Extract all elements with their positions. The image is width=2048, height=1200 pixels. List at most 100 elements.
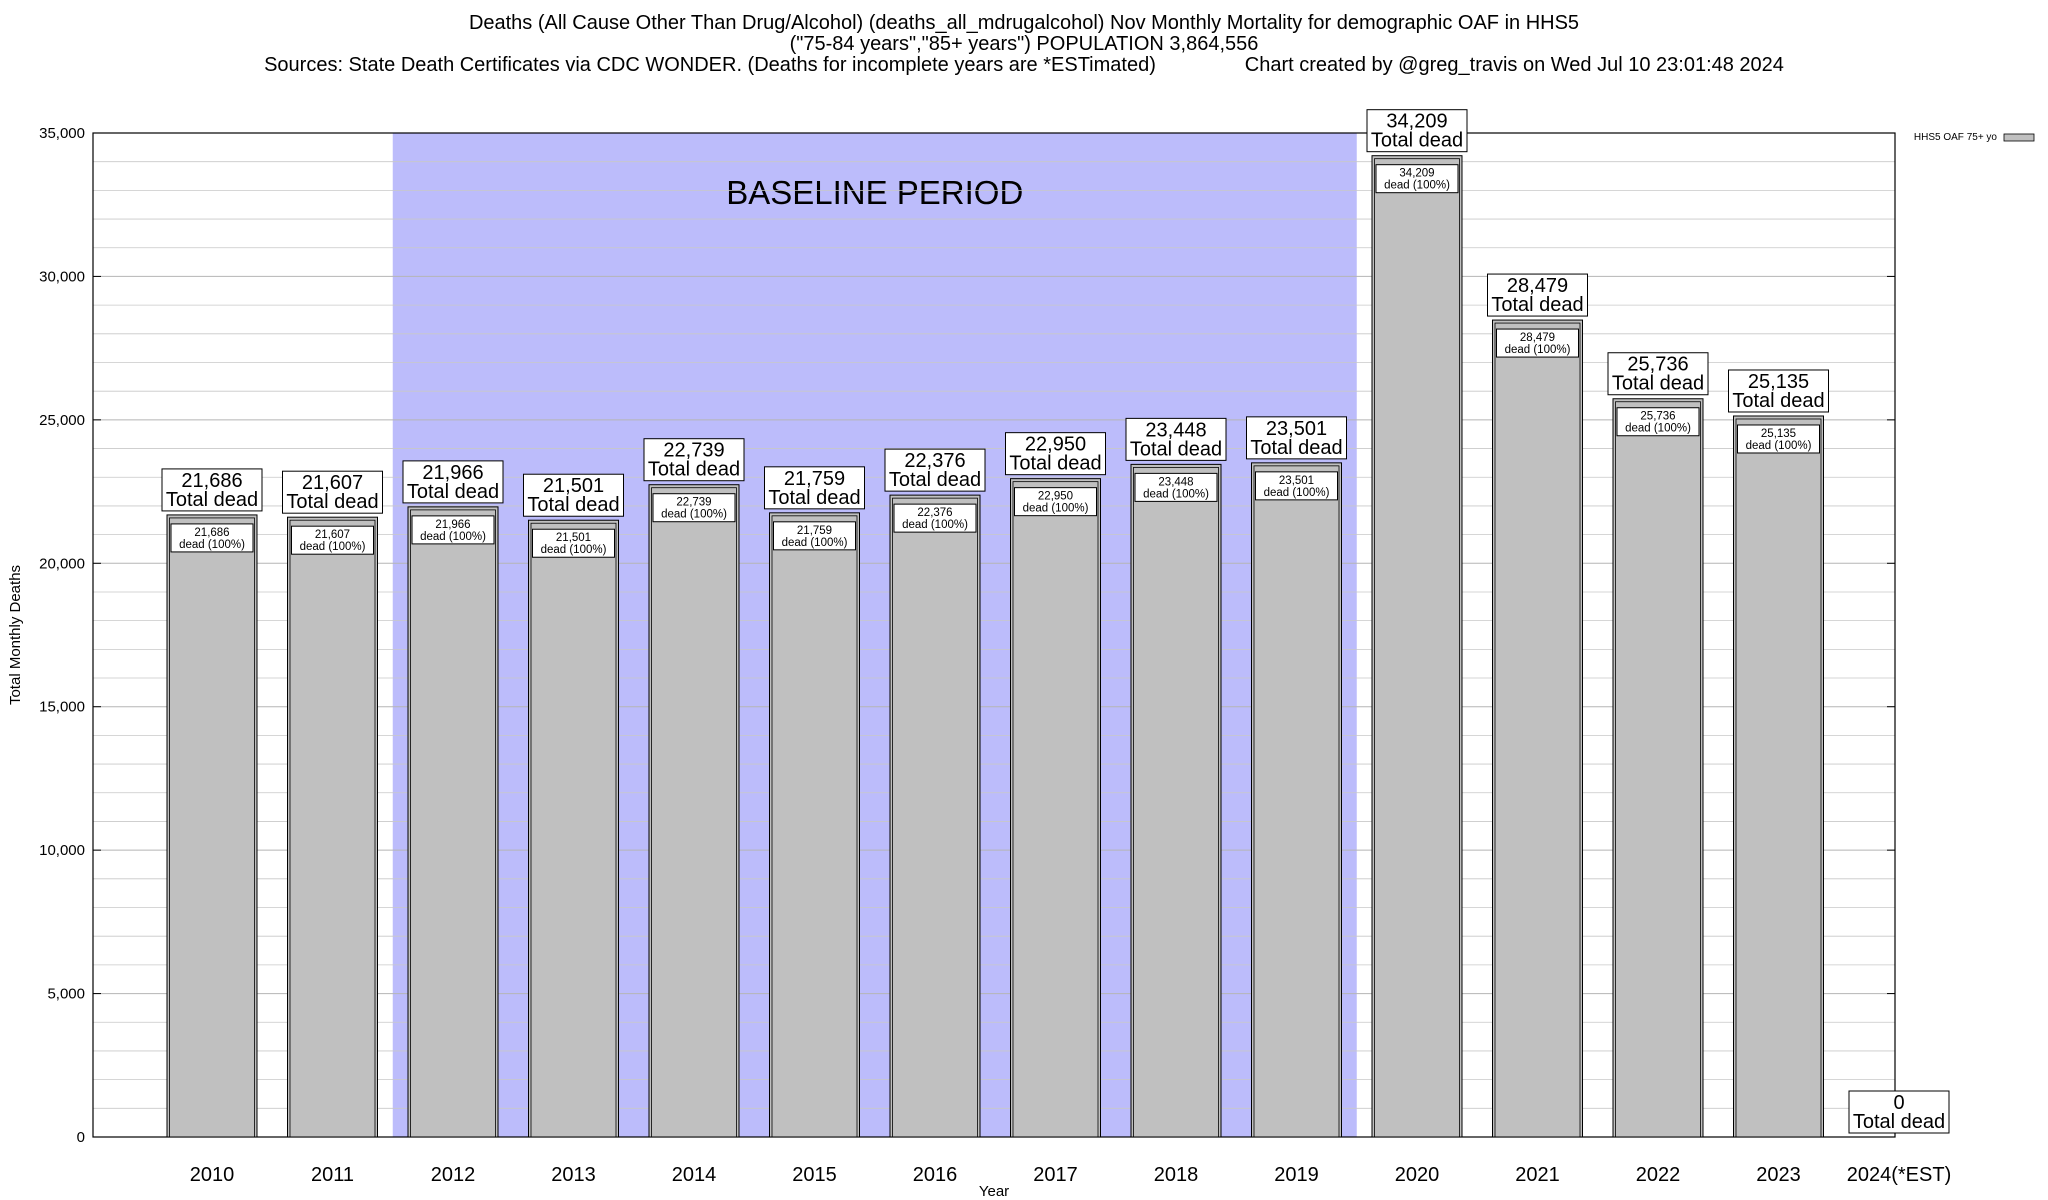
- segment-percent-label: dead (100%): [1505, 344, 1571, 356]
- segment-percent-label: dead (100%): [1264, 487, 1330, 499]
- x-tick-label: 2012: [431, 1164, 476, 1186]
- legend-entry-label: HHS5 OAF 75+ yo: [1914, 132, 1998, 143]
- total-value-label: 0: [1893, 1092, 1904, 1114]
- total-label-box: [402, 460, 504, 504]
- x-tick-label: 2022: [1636, 1164, 1681, 1186]
- total-text-label: Total dead: [1612, 373, 1704, 395]
- legend-swatch: [2003, 133, 2035, 142]
- segment-value-label: 22,950: [1038, 491, 1073, 503]
- segment-percent-label: dead (100%): [541, 544, 607, 556]
- bar-segment: [1494, 322, 1581, 1138]
- segment-label-box: [1496, 328, 1579, 358]
- total-label-box: [523, 473, 624, 517]
- bar: [889, 494, 981, 1138]
- bar-segment: [1133, 466, 1219, 1138]
- bar-segment: [1735, 418, 1822, 1138]
- segment-percent-label: dead (100%): [300, 541, 366, 553]
- y-tick-label: 25,000: [39, 412, 85, 429]
- x-tick-label: 2024(*EST): [1847, 1164, 1952, 1186]
- total-label-box: [1728, 369, 1829, 413]
- bar-segment: [169, 517, 255, 1138]
- total-label-box: [884, 448, 986, 492]
- segment-label-box: [1134, 472, 1218, 502]
- segment-percent-label: dead (100%): [1143, 488, 1209, 500]
- bar: [528, 519, 619, 1138]
- total-label-box: [1005, 432, 1106, 476]
- plot-frame: [92, 132, 1896, 1138]
- segment-label-box: [1616, 407, 1700, 437]
- bar: [1010, 478, 1101, 1138]
- total-text-label: Total dead: [1250, 437, 1342, 459]
- total-text-label: Total dead: [527, 494, 619, 516]
- total-value-label: 23,448: [1145, 419, 1206, 441]
- x-tick-label: 2011: [311, 1164, 354, 1186]
- total-value-label: 21,607: [302, 472, 363, 494]
- segment-percent-label: dead (100%): [661, 509, 727, 521]
- segment-percent-label: dead (100%): [782, 537, 848, 549]
- total-value-label: 23,501: [1266, 418, 1327, 440]
- y-tick-label: 10,000: [39, 842, 85, 859]
- y-tick-label: 20,000: [39, 555, 85, 572]
- total-value-label: 34,209: [1386, 111, 1447, 133]
- bar: [1733, 415, 1824, 1138]
- x-tick-label: 2020: [1395, 1164, 1440, 1186]
- total-text-label: Total dead: [889, 469, 981, 491]
- bar: [1130, 463, 1222, 1138]
- total-label-box: [1246, 416, 1347, 460]
- bar-segment: [530, 522, 617, 1138]
- bar: [1371, 155, 1463, 1138]
- x-tick-label: 2018: [1154, 1164, 1199, 1186]
- total-text-label: Total dead: [648, 459, 740, 481]
- total-label-box: [1125, 417, 1227, 461]
- total-value-label: 21,686: [181, 470, 242, 492]
- total-label-box: [1848, 1090, 1950, 1134]
- segment-label-box: [532, 528, 615, 558]
- chart-title-line-1: Deaths (All Cause Other Than Drug/Alcoho…: [468, 12, 1580, 34]
- total-value-label: 22,950: [1025, 434, 1086, 456]
- segment-value-label: 22,739: [676, 497, 711, 509]
- x-tick-label: 2019: [1274, 1164, 1319, 1186]
- total-text-label: Total dead: [1491, 294, 1583, 316]
- segment-value-label: 34,209: [1399, 168, 1434, 180]
- legend: HHS5 OAF 75+ yo: [1914, 132, 2035, 143]
- bar-segment: [771, 515, 858, 1138]
- segment-value-label: 21,607: [315, 529, 350, 541]
- x-tick-label: 2015: [792, 1164, 837, 1186]
- total-label-box: [161, 468, 263, 512]
- total-label-box: [282, 470, 383, 514]
- segment-label-box: [1014, 487, 1097, 517]
- total-label-box: [764, 466, 865, 510]
- segment-label-box: [1737, 424, 1820, 454]
- total-text-label: Total dead: [286, 491, 378, 513]
- bar-segment: [289, 519, 376, 1138]
- segment-label-box: [773, 521, 856, 551]
- segment-percent-label: dead (100%): [1023, 503, 1089, 515]
- chart-title-line-2: ("75-84 years","85+ years") POPULATION 3…: [789, 33, 1259, 55]
- total-text-label: Total dead: [1130, 438, 1222, 460]
- x-tick-label: 2023: [1756, 1164, 1801, 1186]
- segment-label-box: [411, 515, 495, 545]
- bar-segment: [1615, 401, 1701, 1138]
- bar: [648, 484, 740, 1138]
- bar: [1492, 319, 1583, 1138]
- y-tick-label: 0: [77, 1129, 85, 1146]
- bar: [166, 514, 258, 1138]
- segment-percent-label: dead (100%): [1746, 440, 1812, 452]
- segment-value-label: 25,135: [1761, 428, 1796, 440]
- x-tick-label: 2017: [1033, 1164, 1078, 1186]
- segment-percent-label: dead (100%): [179, 539, 245, 551]
- segment-percent-label: dead (100%): [902, 519, 968, 531]
- baseline-period-label: BASELINE PERIOD: [726, 174, 1023, 211]
- total-text-label: Total dead: [1732, 390, 1824, 412]
- total-value-label: 21,966: [422, 462, 483, 484]
- total-label-box: [1607, 352, 1709, 396]
- x-tick-label: 2016: [913, 1164, 958, 1186]
- segment-value-label: 21,759: [797, 525, 832, 537]
- total-text-label: Total dead: [1009, 453, 1101, 475]
- bar: [1612, 398, 1704, 1138]
- total-value-label: 22,376: [904, 450, 965, 472]
- total-value-label: 21,501: [543, 475, 604, 497]
- bar: [287, 516, 378, 1138]
- segment-value-label: 25,736: [1640, 411, 1675, 423]
- total-value-label: 28,479: [1507, 275, 1568, 297]
